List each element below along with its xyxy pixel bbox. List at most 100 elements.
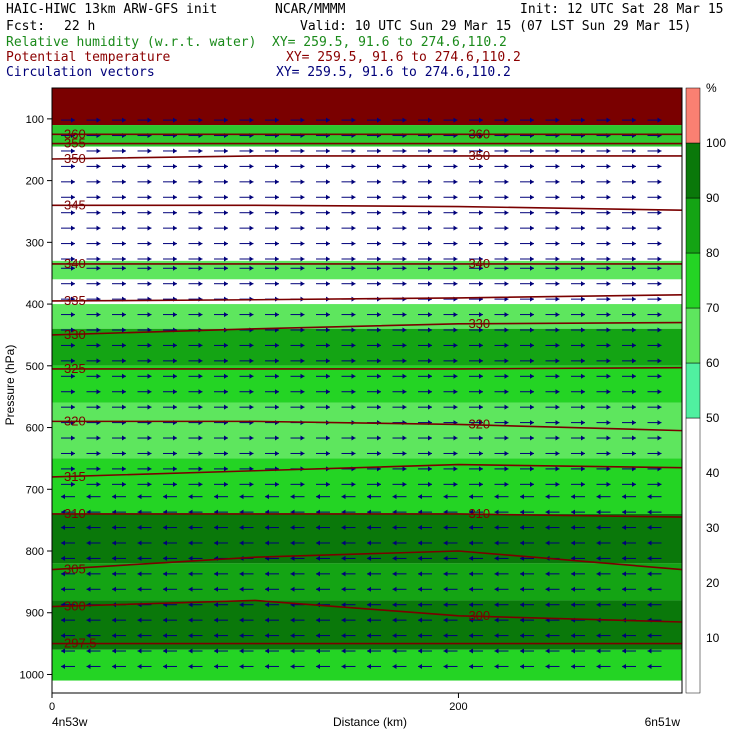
vector-arrow — [163, 148, 177, 154]
vector-arrow — [494, 241, 509, 247]
vector-arrow — [341, 481, 356, 487]
vector-arrow — [622, 648, 636, 654]
vector-arrow — [392, 555, 407, 561]
vector-arrow — [418, 241, 432, 247]
vector-arrow — [290, 194, 305, 200]
vector-arrow — [443, 342, 458, 348]
vector-arrow — [392, 586, 407, 592]
vector-arrow — [520, 420, 534, 426]
vector-arrow — [494, 481, 509, 487]
vector-arrow — [622, 509, 636, 515]
vector-arrow — [443, 327, 458, 333]
vector-arrow — [392, 633, 407, 639]
vector-arrow — [622, 389, 636, 395]
vector-arrow — [239, 571, 254, 577]
y-axis-label: Pressure (hPa) — [3, 345, 17, 426]
vector-arrow — [163, 163, 177, 169]
vector-arrow — [647, 148, 662, 154]
theta-label-320: 320 — [468, 416, 490, 431]
vector-arrow — [392, 648, 407, 654]
vector-arrow — [214, 225, 228, 231]
vector-arrow — [61, 404, 75, 410]
vector-arrow — [214, 117, 228, 123]
vector-arrow — [418, 555, 432, 561]
vector-arrow — [520, 571, 534, 577]
vector-arrow — [494, 450, 509, 456]
vector-arrow — [469, 404, 483, 410]
vector-arrow — [239, 148, 254, 154]
vector-arrow — [622, 117, 636, 123]
vector-arrow — [418, 281, 432, 287]
vector-arrow — [596, 602, 611, 608]
vector-arrow — [443, 241, 458, 247]
vector-arrow — [290, 163, 305, 169]
vector-arrow — [392, 494, 407, 500]
vector-arrow — [137, 555, 152, 561]
vector-arrow — [137, 358, 152, 364]
x-tick-label-200: 200 — [449, 701, 467, 713]
vector-arrow — [392, 435, 407, 441]
vector-arrow — [137, 342, 152, 348]
vector-arrow — [367, 663, 381, 669]
vector-arrow — [137, 481, 152, 487]
vector-arrow — [188, 648, 203, 654]
vector-arrow — [316, 327, 330, 333]
vector-arrow — [61, 241, 75, 247]
vector-arrow — [239, 404, 254, 410]
vector-arrow — [494, 163, 509, 169]
vector-arrow — [163, 117, 177, 123]
vector-arrow — [520, 555, 534, 561]
vector-arrow — [469, 342, 483, 348]
vector-arrow — [316, 241, 330, 247]
vector-arrow — [316, 389, 330, 395]
vector-arrow — [443, 602, 458, 608]
vector-arrow — [188, 663, 203, 669]
vector-arrow — [214, 210, 228, 216]
vector-arrow — [137, 179, 152, 185]
vector-arrow — [571, 194, 585, 200]
vector-arrow — [545, 435, 560, 441]
vector-arrow — [418, 663, 432, 669]
vector-arrow — [520, 312, 534, 318]
vector-arrow — [86, 648, 101, 654]
vector-arrow — [61, 281, 75, 287]
vector-arrow — [239, 389, 254, 395]
vector-arrow — [112, 633, 126, 639]
rh-layer-5 — [52, 304, 682, 329]
vector-arrow — [571, 494, 585, 500]
vector-arrow — [367, 373, 381, 379]
vector-arrow — [622, 179, 636, 185]
vector-arrow — [520, 663, 534, 669]
vector-arrow — [188, 358, 203, 364]
vector-arrow — [469, 163, 483, 169]
vector-arrow — [341, 210, 356, 216]
vector-arrow — [188, 525, 203, 531]
vector-arrow — [469, 617, 483, 623]
vector-arrow — [316, 633, 330, 639]
vector-arrow — [545, 663, 560, 669]
vector-arrow — [316, 540, 330, 546]
vector-arrow — [418, 256, 432, 262]
vector-arrow — [214, 241, 228, 247]
x-axis: 0 200 — [49, 693, 468, 713]
vector-arrow — [647, 179, 662, 185]
vector-arrow — [214, 179, 228, 185]
vector-arrow — [290, 327, 305, 333]
vector-arrow — [545, 342, 560, 348]
vector-arrow — [596, 571, 611, 577]
vector-arrow — [571, 281, 585, 287]
vector-arrow — [316, 225, 330, 231]
vector-arrow — [214, 358, 228, 364]
vector-arrow — [316, 117, 330, 123]
vector-arrow — [61, 450, 75, 456]
vector-arrow — [571, 256, 585, 262]
vector-arrow — [571, 404, 585, 410]
vector-arrow — [61, 435, 75, 441]
vector-arrow — [367, 586, 381, 592]
vector-arrow — [188, 256, 203, 262]
vector-arrow — [137, 312, 152, 318]
y-tick-label-100: 100 — [26, 114, 44, 126]
vector-arrow — [494, 571, 509, 577]
vector-arrow — [214, 148, 228, 154]
vector-arrow — [494, 342, 509, 348]
